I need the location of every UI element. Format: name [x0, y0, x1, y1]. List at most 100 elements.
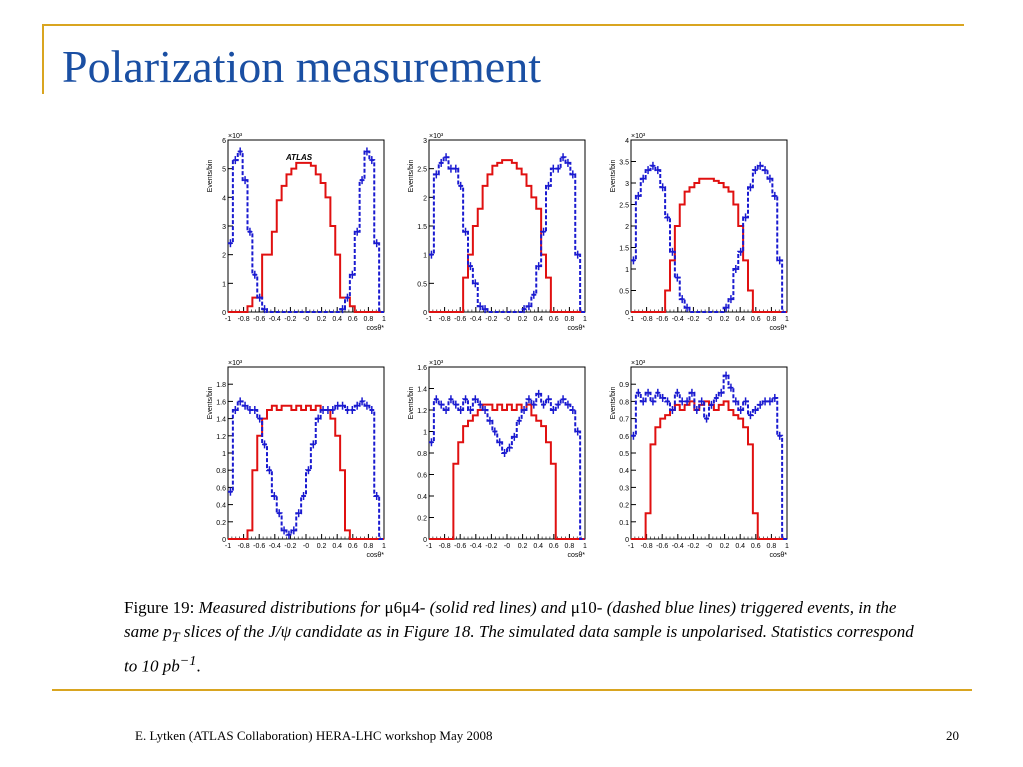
histogram-panel-4: 0 0.2 0.4 0.6 0.8 1 1.2 1.4 1.6 1.8 -1 -0.8 -0.6 -0.4…: [207, 360, 386, 559]
y-tick-label: 3: [222, 224, 226, 231]
histogram-panel-2: 0 0.5 1 1.5 2 2.5 3 -1 -0.8 -0.6 -0.4 -0.2 -0 0.2 0.4 0…: [408, 133, 587, 332]
caption-jpsi: J/ψ: [268, 622, 292, 641]
y-tick-label: 2.5: [619, 203, 629, 210]
x-axis-label: cosθ*: [567, 325, 585, 332]
y-tick-label: 1.6: [417, 365, 427, 372]
y-tick-label: 1.5: [619, 246, 629, 253]
x-tick-label: 0.4: [332, 316, 342, 323]
x-tick-label: -1: [628, 543, 634, 550]
y-tick-label: 0.8: [216, 468, 226, 475]
x-tick-label: 0.6: [751, 543, 761, 550]
red-series-line: [631, 177, 787, 313]
x-tick-label: 0.2: [720, 543, 730, 550]
y-tick-label: 0.8: [619, 399, 629, 406]
y-axis-label: Events/bin: [408, 387, 415, 420]
y-tick-label: 0.3: [619, 485, 629, 492]
x-tick-label: 0.8: [767, 316, 777, 323]
caption-pt: p: [163, 622, 172, 641]
x-axis-label: cosθ*: [769, 552, 787, 559]
x-tick-label: -1: [225, 316, 231, 323]
caption-figure-label: Figure 19:: [124, 598, 199, 617]
red-series-line: [631, 400, 787, 540]
caption-pt-sub: T: [171, 629, 180, 646]
x-tick-label: 1: [583, 316, 587, 323]
x-tick-label: -0: [303, 316, 309, 323]
x-tick-label: -0.8: [238, 543, 250, 550]
x-tick-label: 0.6: [348, 316, 358, 323]
y-tick-label: 0.4: [216, 503, 226, 510]
x-tick-label: 0.2: [317, 543, 327, 550]
x-tick-label: -0.2: [485, 316, 497, 323]
red-series-line: [228, 404, 384, 540]
axis-exponent: ×10³: [429, 133, 444, 140]
y-tick-label: 1: [625, 267, 629, 274]
histogram-panel-5: 0 0.2 0.4 0.6 0.8 1 1.2 1.4 1.6 -1 -0.8 -0.6 -0.4 -0.…: [408, 360, 587, 559]
x-tick-label: 0.4: [332, 543, 342, 550]
footer-text: E. Lytken (ATLAS Collaboration) HERA-LHC…: [135, 728, 493, 743]
x-tick-label: -1: [225, 543, 231, 550]
blue-series-line: [429, 156, 585, 313]
x-tick-label: -1: [628, 316, 634, 323]
histogram-panel-1: 0 1 2 3 4 5 6 -1 -0.8 -0.6 -0.4 -0.2 -0 0.2 0.4 0.6 0.8 1…: [207, 133, 386, 332]
x-tick-label: 0.4: [533, 543, 543, 550]
footer-rule: [52, 689, 972, 691]
caption-red-trigger: μ6μ4-: [384, 598, 426, 617]
x-tick-label: 0.2: [518, 316, 528, 323]
x-axis-label: cosθ*: [769, 325, 787, 332]
caption-text-3: (dashed blue lines) triggered events, in…: [124, 598, 897, 641]
x-tick-label: 0.8: [565, 543, 575, 550]
x-tick-label: -0.6: [656, 316, 668, 323]
y-tick-label: 1.5: [417, 224, 427, 231]
y-axis-label: Events/bin: [610, 160, 617, 193]
y-tick-label: 1.4: [417, 387, 427, 394]
x-tick-label: 0.2: [317, 316, 327, 323]
y-tick-label: 1.2: [417, 408, 427, 415]
axis-exponent: ×10³: [631, 133, 646, 140]
y-tick-label: 0.5: [619, 289, 629, 296]
y-tick-label: 2.5: [417, 167, 427, 174]
y-tick-label: 0.5: [619, 451, 629, 458]
x-tick-label: -0: [504, 543, 510, 550]
x-tick-label: -0.4: [470, 543, 482, 550]
x-tick-label: -0.4: [470, 316, 482, 323]
histogram-panel-6: 0 0.1 0.2 0.3 0.4 0.5 0.6 0.7 0.8 0.9 -1 -0.8 -0.6 -0…: [610, 360, 789, 559]
x-tick-label: -0.6: [253, 316, 265, 323]
x-tick-label: -0.8: [641, 543, 653, 550]
x-axis-label: cosθ*: [366, 552, 384, 559]
y-tick-label: 1.4: [216, 417, 226, 424]
x-tick-label: -0.4: [269, 316, 281, 323]
axis-exponent: ×10³: [228, 360, 243, 367]
y-tick-label: 0: [423, 537, 427, 544]
title-accent-vertical: [42, 24, 44, 94]
axis-exponent: ×10³: [429, 360, 444, 367]
y-axis-label: Events/bin: [207, 387, 214, 420]
x-tick-label: 1: [785, 543, 789, 550]
axis-exponent: ×10³: [631, 360, 646, 367]
x-tick-label: -0: [706, 543, 712, 550]
atlas-label: ATLAS: [285, 153, 313, 162]
x-axis-label: cosθ*: [366, 325, 384, 332]
x-tick-label: 1: [583, 543, 587, 550]
x-tick-label: -0.2: [284, 316, 296, 323]
y-axis-label: Events/bin: [408, 160, 415, 193]
y-tick-label: 0.2: [417, 516, 427, 523]
y-tick-label: 1: [222, 281, 226, 288]
x-tick-label: -0.6: [454, 316, 466, 323]
y-tick-label: 6: [222, 138, 226, 145]
x-tick-label: -0.8: [238, 316, 250, 323]
x-tick-label: 0.4: [735, 316, 745, 323]
y-tick-label: 0.2: [216, 520, 226, 527]
y-tick-label: 2: [423, 195, 427, 202]
x-tick-label: -0: [303, 543, 309, 550]
y-tick-label: 4: [222, 195, 226, 202]
red-series-line: [429, 403, 585, 540]
x-tick-label: -0: [706, 316, 712, 323]
y-tick-label: 0: [625, 537, 629, 544]
y-tick-label: 0: [625, 310, 629, 317]
x-tick-label: 0.6: [348, 543, 358, 550]
y-tick-label: 0: [222, 537, 226, 544]
y-tick-label: 4: [625, 138, 629, 145]
y-tick-label: 5: [222, 167, 226, 174]
blue-series-line: [631, 374, 787, 540]
blue-series-line: [631, 164, 787, 313]
